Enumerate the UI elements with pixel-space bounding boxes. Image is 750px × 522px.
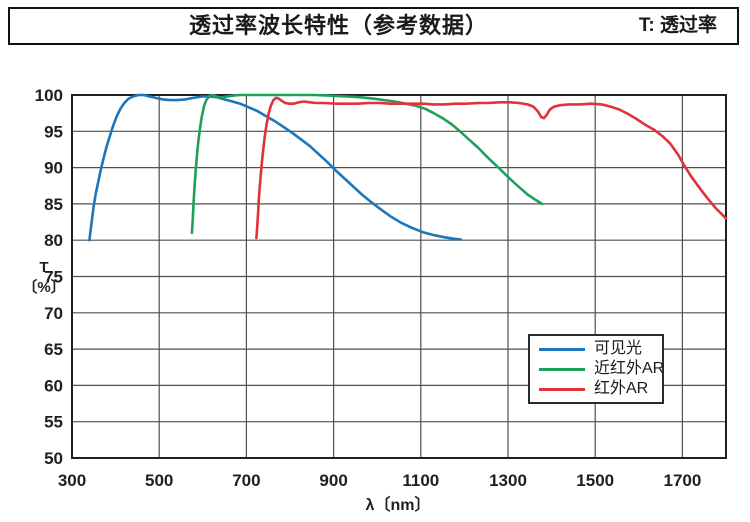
transmittance-abbrev-note: T: 透过率 <box>638 15 717 36</box>
y-tick-label: 65 <box>44 340 63 359</box>
chart-legend: 可见光近红外AR 红外AR <box>528 334 664 404</box>
y-tick-label: 80 <box>44 231 63 250</box>
legend-item-visible-light: 可见光 <box>530 341 662 357</box>
chart-title: 透过率波长特性（参考数据） <box>188 13 488 38</box>
y-tick-label: 50 <box>44 449 63 468</box>
x-tick-label: 1700 <box>663 471 701 490</box>
legend-label: 红外AR <box>594 380 649 397</box>
y-tick-label: 75 <box>44 268 63 287</box>
x-tick-label: 1100 <box>402 471 439 490</box>
y-axis-unit-label: 〔%〕 <box>22 278 65 296</box>
chart-header-box: 透过率波长特性（参考数据） T: 透过率 <box>8 7 739 45</box>
legend-item-near-ir-ar: 近红外AR <box>530 360 665 377</box>
curve-near-ir-ar <box>190 93 544 235</box>
legend-label: 近红外AR <box>594 360 665 377</box>
x-tick-label: 300 <box>58 471 86 490</box>
x-tick-label: 1300 <box>489 471 527 490</box>
y-tick-label: 95 <box>44 122 63 141</box>
x-tick-label: 900 <box>319 471 347 490</box>
legend-line-swatch <box>539 347 585 351</box>
y-tick-label: 90 <box>44 159 63 178</box>
y-axis-label: T <box>39 259 48 276</box>
y-tick-label: 85 <box>44 195 63 214</box>
x-tick-label: 1500 <box>576 471 614 490</box>
x-tick-label: 700 <box>232 471 260 490</box>
x-axis-label: λ〔nm〕 <box>366 496 431 514</box>
y-tick-label: 55 <box>44 413 63 432</box>
legend-label: 可见光 <box>594 340 643 357</box>
legend-line-swatch <box>539 387 585 391</box>
y-tick-label: 70 <box>44 304 63 323</box>
y-tick-label: 100 <box>35 86 63 105</box>
legend-line-swatch <box>539 367 585 371</box>
legend-item-ir-ar: 红外AR <box>530 381 662 397</box>
y-tick-label: 60 <box>44 376 63 395</box>
x-tick-label: 500 <box>145 471 173 490</box>
curve-ir-ar <box>255 96 728 240</box>
plot-frame <box>71 94 727 459</box>
